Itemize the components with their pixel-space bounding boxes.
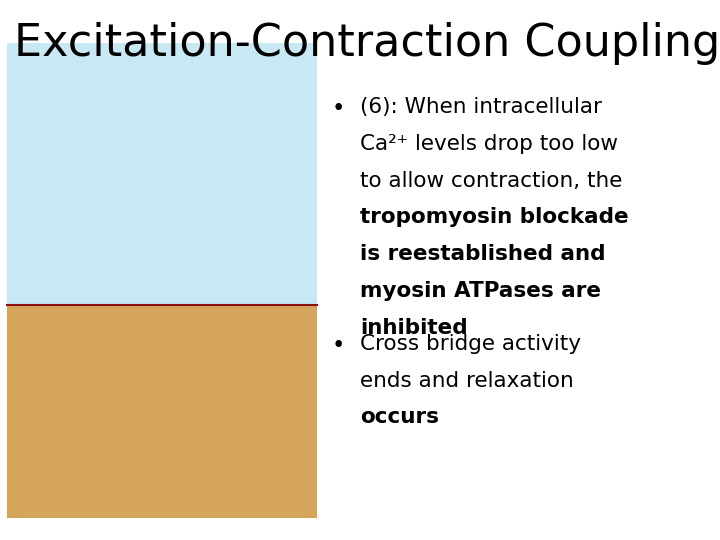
- Text: ends and relaxation: ends and relaxation: [360, 371, 574, 391]
- Text: to allow contraction, the: to allow contraction, the: [360, 171, 622, 191]
- Bar: [7, 305, 317, 518]
- Text: Excitation-Contraction Coupling: Excitation-Contraction Coupling: [14, 22, 720, 65]
- Text: occurs: occurs: [360, 408, 439, 428]
- Text: Cross bridge activity: Cross bridge activity: [360, 334, 581, 354]
- Text: is reestablished and: is reestablished and: [360, 244, 606, 264]
- Text: •: •: [331, 97, 345, 120]
- Bar: [7, 43, 317, 305]
- Text: (6): When intracellular: (6): When intracellular: [360, 97, 602, 117]
- Text: myosin ATPases are: myosin ATPases are: [360, 281, 601, 301]
- Text: •: •: [331, 334, 345, 357]
- Text: inhibited: inhibited: [360, 318, 467, 338]
- Text: Ca²⁺ levels drop too low: Ca²⁺ levels drop too low: [360, 134, 618, 154]
- Text: tropomyosin blockade: tropomyosin blockade: [360, 207, 629, 227]
